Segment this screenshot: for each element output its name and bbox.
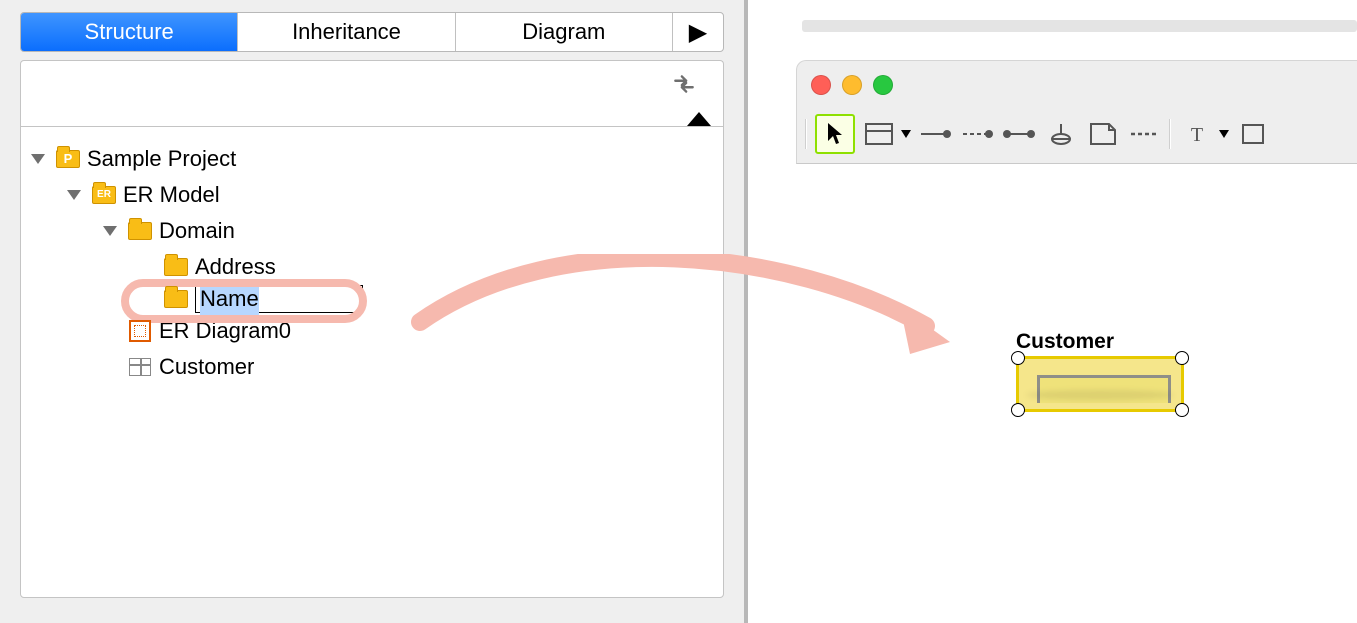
tab-structure[interactable]: Structure [21, 13, 238, 51]
subtype-icon [1049, 122, 1073, 146]
tree-node-er-model[interactable]: ER Model [67, 177, 713, 213]
tab-diagram[interactable]: Diagram [456, 13, 673, 51]
editor-window-chrome: T [796, 60, 1357, 164]
note-tool-button[interactable] [1085, 116, 1121, 152]
tree-node-sample-project[interactable]: Sample Project [31, 141, 713, 177]
relation-nonidentifying-button[interactable] [959, 116, 995, 152]
folder-icon [128, 222, 152, 240]
rename-input-value: Name [200, 281, 259, 317]
tree-node-label: ER Model [123, 177, 220, 213]
tree-node-label: Domain [159, 213, 235, 249]
entity-title: Customer [1016, 330, 1186, 354]
diagram-toolbar: T [805, 109, 1349, 159]
tree-node-label: Address [195, 249, 276, 285]
tabs-overflow-button[interactable]: ▶ [673, 13, 723, 51]
tree-node-customer[interactable]: Customer [103, 349, 713, 385]
relation-many-button[interactable] [1001, 116, 1037, 152]
tree-node-domain[interactable]: Domain [103, 213, 713, 249]
dropdown-triangle-icon[interactable] [901, 130, 911, 138]
tree-node-address[interactable]: Address [139, 249, 713, 285]
tree-node-label: Sample Project [87, 141, 236, 177]
tree-node-label: Customer [159, 349, 254, 385]
diagram-editor-panel: T Customer [752, 0, 1357, 623]
tree-node-name-editing[interactable]: Name [139, 285, 713, 313]
toolbar-separator [805, 119, 807, 149]
structure-panel: Structure Inheritance Diagram ▶ [0, 0, 748, 623]
line-dash-end-icon [961, 128, 993, 140]
svg-text:T: T [1191, 124, 1203, 145]
resize-handle-br[interactable] [1175, 403, 1189, 417]
diagram-canvas[interactable]: Customer [796, 164, 1357, 623]
window-zoom-button[interactable] [873, 75, 893, 95]
rect-tool-button[interactable] [1235, 116, 1271, 152]
note-icon [1090, 123, 1116, 145]
top-drag-bar[interactable] [802, 20, 1357, 32]
folder-icon [164, 290, 188, 308]
entity-icon [865, 123, 893, 145]
folder-icon [164, 258, 188, 276]
swap-icon[interactable] [671, 71, 697, 97]
tab-label: Diagram [522, 19, 605, 45]
entity-tool-button[interactable] [861, 116, 897, 152]
line-filled-end-icon [919, 128, 951, 140]
panel-subheader [20, 60, 724, 126]
tab-label: Structure [85, 19, 174, 45]
dropdown-triangle-icon[interactable] [1219, 130, 1229, 138]
panel-tabs: Structure Inheritance Diagram ▶ [20, 12, 724, 52]
entity-body[interactable] [1016, 356, 1184, 412]
text-tool-button[interactable]: T [1179, 116, 1215, 152]
window-minimize-button[interactable] [842, 75, 862, 95]
disclosure-triangle-icon[interactable] [67, 190, 81, 200]
play-icon: ▶ [689, 18, 707, 47]
entity-customer[interactable]: Customer [1016, 330, 1186, 412]
resize-handle-tr[interactable] [1175, 351, 1189, 365]
window-close-button[interactable] [811, 75, 831, 95]
tab-label: Inheritance [292, 19, 401, 45]
line-tool-button[interactable] [1127, 116, 1163, 152]
disclosure-triangle-icon[interactable] [31, 154, 45, 164]
tree-node-label: ER Diagram0 [159, 313, 291, 349]
resize-handle-tl[interactable] [1011, 351, 1025, 365]
rect-icon [1241, 123, 1265, 145]
line-both-ends-icon [1002, 128, 1036, 140]
relation-identifying-button[interactable] [917, 116, 953, 152]
pointer-icon [824, 121, 846, 147]
tree-node-rename-input[interactable]: Name [195, 285, 363, 313]
disclosure-triangle-icon[interactable] [103, 226, 117, 236]
er-diagram-icon [129, 320, 151, 342]
tree-node-er-diagram0[interactable]: ER Diagram0 [103, 313, 713, 349]
dashed-line-icon [1129, 130, 1161, 138]
er-folder-icon [92, 186, 116, 204]
entity-shadow [1026, 390, 1174, 400]
tree-view[interactable]: Sample Project ER Model [20, 126, 724, 598]
project-folder-icon [56, 150, 80, 168]
table-icon [129, 358, 151, 376]
tab-inheritance[interactable]: Inheritance [238, 13, 455, 51]
text-icon: T [1186, 123, 1208, 145]
collapse-triangle-icon[interactable] [687, 112, 711, 126]
toolbar-separator [1169, 119, 1171, 149]
resize-handle-bl[interactable] [1011, 403, 1025, 417]
subtype-tool-button[interactable] [1043, 116, 1079, 152]
select-tool-button[interactable] [815, 114, 855, 154]
window-traffic-lights [811, 75, 893, 95]
